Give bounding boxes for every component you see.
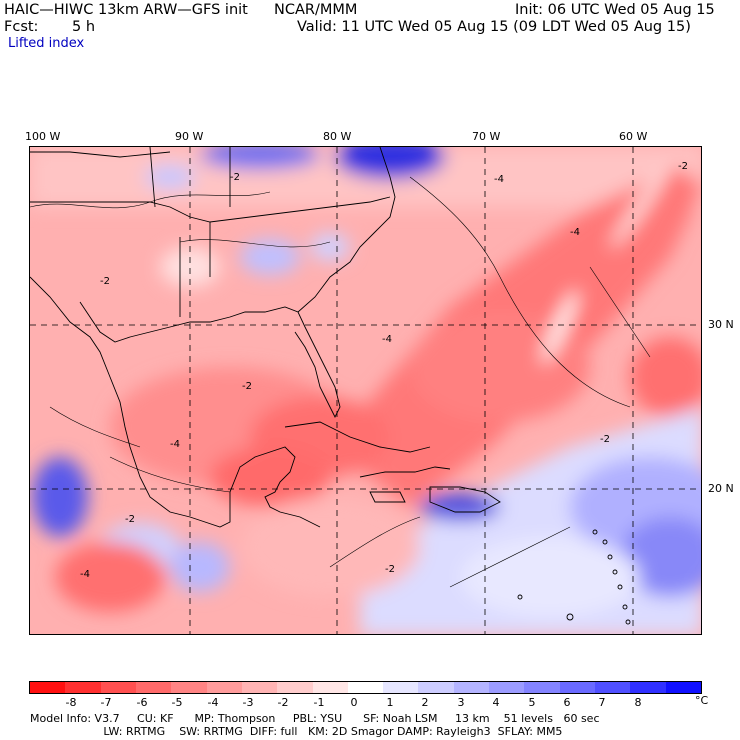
lon-label-60w: 60 W [619, 130, 648, 143]
forecast-label: Fcst: [4, 19, 39, 35]
contour-label: -2 [600, 434, 610, 445]
colorbar-tick: -7 [100, 696, 112, 709]
valid-time: Valid: 11 UTC Wed 05 Aug 15 (09 LDT Wed … [297, 19, 691, 35]
contour-label: -4 [80, 569, 90, 580]
colorbar-tick: 7 [598, 696, 606, 709]
lon-label-90w: 90 W [175, 130, 204, 143]
colorbar-swatch [383, 682, 419, 693]
islands [517, 529, 631, 625]
lon-label-70w: 70 W [472, 130, 501, 143]
colorbar-tick: -8 [65, 696, 77, 709]
field-name: Lifted index [8, 36, 85, 51]
contour-label: -4 [382, 334, 392, 345]
contour-label: -2 [125, 514, 135, 525]
colorbar-swatch [30, 682, 66, 693]
colorbar-swatch [277, 682, 313, 693]
forecast-hour: 5 h [72, 19, 96, 35]
colorbar-swatch [347, 682, 384, 693]
model-info-line2: LW: RRTMG SW: RRTMG DIFF: full KM: 2D Sm… [30, 725, 563, 738]
colorbar-swatch [453, 682, 490, 693]
contour-label: -4 [170, 439, 180, 450]
lat-label-30n: 30 N [708, 318, 734, 331]
model-title: HAIC—HIWC 13km ARW—GFS init [4, 2, 248, 18]
contour-labels: -2 -2 -2 -2 -2 -2 -2 -4 -4 -4 -4 -4 [80, 161, 688, 580]
colorbar-swatch [489, 682, 525, 693]
colorbar-tick: -4 [207, 696, 219, 709]
map-canvas: -2 -2 -2 -2 -2 -2 -2 -4 -4 -4 -4 -4 [30, 147, 701, 634]
colorbar-swatch [524, 682, 560, 693]
center-label: NCAR/MMM [274, 2, 358, 18]
colorbar-swatch [65, 682, 101, 693]
lon-label-100w: 100 W [25, 130, 61, 143]
lifted-index-map: -2 -2 -2 -2 -2 -2 -2 -4 -4 -4 -4 -4 [29, 146, 702, 635]
latlon-grid [30, 147, 701, 634]
colorbar-swatch [418, 682, 454, 693]
init-time: Init: 06 UTC Wed 05 Aug 15 [515, 2, 715, 18]
colorbar-swatch [665, 682, 701, 693]
coastlines [30, 147, 501, 528]
colorbar-tick: 3 [457, 696, 465, 709]
colorbar-swatch [206, 682, 242, 693]
colorbar-swatch [171, 682, 207, 693]
field-shading [30, 147, 701, 634]
lon-label-80w: 80 W [323, 130, 352, 143]
colorbar-swatch [312, 682, 348, 693]
contour-label: -4 [570, 227, 580, 238]
contour-label: -2 [100, 276, 110, 287]
contour-label: -2 [678, 161, 688, 172]
colorbar [29, 681, 702, 694]
colorbar-swatch [559, 682, 595, 693]
colorbar-tick: -3 [242, 696, 254, 709]
colorbar-tick: -6 [136, 696, 148, 709]
colorbar-swatch [100, 682, 136, 693]
colorbar-tick: 1 [386, 696, 394, 709]
colorbar-tick: 2 [421, 696, 429, 709]
contour-label: -2 [242, 381, 252, 392]
colorbar-tick: 8 [634, 696, 642, 709]
colorbar-tick: -2 [277, 696, 289, 709]
contours [30, 176, 651, 588]
model-info-line1: Model Info: V3.7 CU: KF MP: Thompson PBL… [30, 712, 600, 725]
colorbar-swatch [630, 682, 666, 693]
lat-label-20n: 20 N [708, 482, 734, 495]
contour-label: -2 [385, 564, 395, 575]
colorbar-tick: 5 [528, 696, 536, 709]
colorbar-swatch [135, 682, 172, 693]
contour-label: -2 [230, 172, 240, 183]
colorbar-tick: -5 [171, 696, 183, 709]
contour-label: -4 [494, 174, 504, 185]
colorbar-tick: -1 [313, 696, 325, 709]
colorbar-unit: °C [695, 694, 709, 707]
colorbar-tick: 6 [563, 696, 571, 709]
colorbar-swatch [595, 682, 631, 693]
colorbar-tick: 0 [350, 696, 358, 709]
colorbar-swatch [241, 682, 278, 693]
colorbar-tick: 4 [492, 696, 500, 709]
